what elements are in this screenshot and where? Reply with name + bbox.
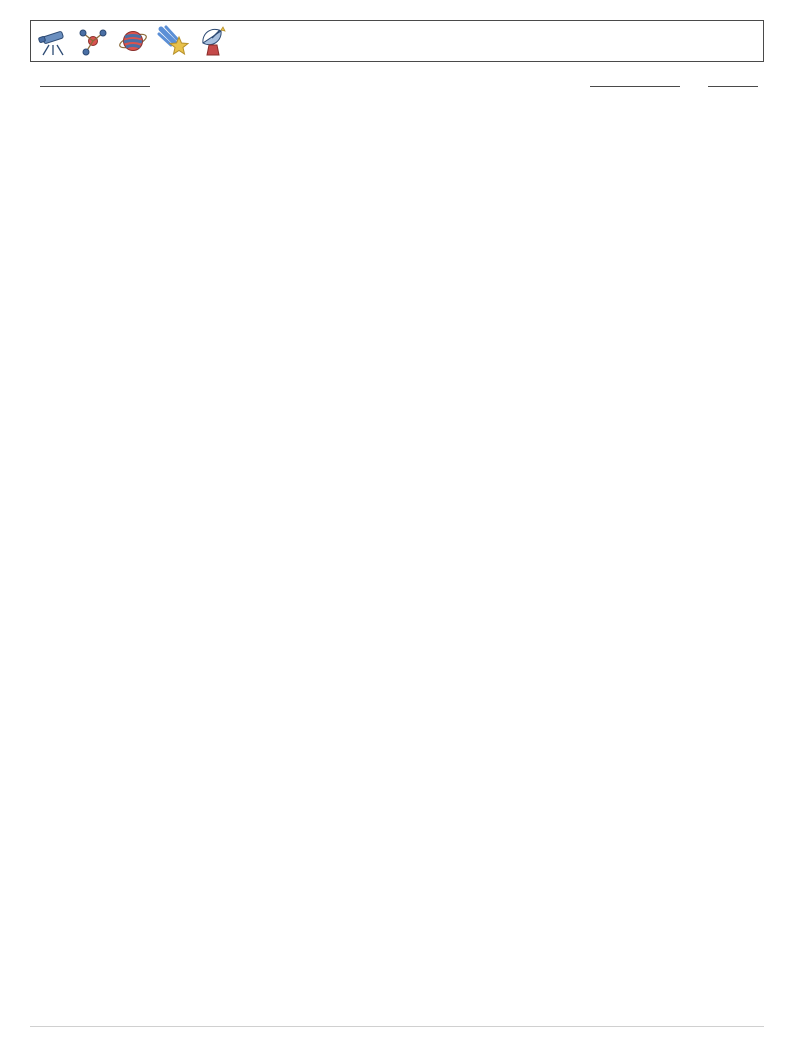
atom-icon bbox=[77, 25, 109, 57]
date-blank[interactable] bbox=[590, 86, 680, 87]
name-field bbox=[36, 86, 150, 87]
meta-row bbox=[30, 86, 764, 87]
result-blank[interactable] bbox=[708, 86, 758, 87]
name-blank[interactable] bbox=[40, 86, 150, 87]
worksheet-page bbox=[0, 0, 794, 1053]
comet-icon bbox=[157, 25, 189, 57]
planet-icon bbox=[117, 25, 149, 57]
footer-url bbox=[30, 1026, 764, 1037]
header-icons bbox=[37, 25, 229, 57]
date-field bbox=[586, 86, 680, 87]
header-bar bbox=[30, 20, 764, 62]
telescope-icon bbox=[37, 25, 69, 57]
satellite-dish-icon bbox=[197, 25, 229, 57]
result-field bbox=[704, 86, 758, 87]
